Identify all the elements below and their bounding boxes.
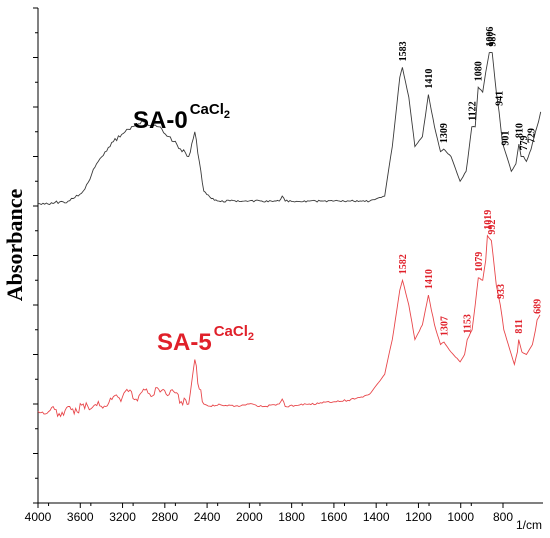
peak-label-729: 729 [527,128,538,143]
x-tick-label: 1200 [405,510,432,524]
plot-axes: 4000 3600 3200 2800 2400 2000 1800 1600 1400 1200… [25,7,543,524]
series-line-sa-0 [37,51,542,206]
x-tick-label: 2800 [151,510,178,524]
x-tick-label: 1000 [447,510,474,524]
x-tick-label: 1800 [278,510,305,524]
peak-label-1410: 1410 [424,69,435,89]
x-tick-label: 2400 [194,510,221,524]
peak-label-992: 992 [487,220,498,235]
peak-label-1410: 1410 [424,269,435,289]
peak-label-1006: 1006 [485,27,496,47]
x-tick-label: 2000 [236,510,263,524]
peak-label-987: 987 [488,32,499,47]
peak-label-1582: 1582 [398,254,409,274]
peak-label-1019: 1019 [483,210,494,230]
series-name-superscript: CaCl [214,323,248,340]
peak-label-689: 689 [533,299,544,314]
peak-label-1583: 1583 [398,41,409,61]
peak-label-1122: 1122 [467,101,478,120]
series-name-base: SA-0 [133,107,188,134]
peak-label-1079: 1079 [474,252,485,272]
series-name-superscript: CaCl [190,101,224,118]
series-line-sa-5 [37,234,541,418]
peak-label-1307: 1307 [440,316,451,336]
peak-label-1309: 1309 [439,123,450,143]
peak-label-811: 811 [514,319,525,333]
peak-label-1153: 1153 [463,314,474,333]
series-name-sa-0: SA-0 CaCl2 [133,101,230,134]
x-axis-unit-label: 1/cm [516,518,542,532]
peak-label-779: 779 [519,136,530,151]
x-tick-label: 3600 [67,510,94,524]
peak-label-1080: 1080 [474,61,485,81]
series-name-subscript: 2 [248,331,254,343]
series-name-sa-5: SA-5 CaCl2 [157,323,254,356]
y-axis-label: Absorbance [2,189,27,302]
x-tick-label: 1400 [363,510,390,524]
peak-label-901: 901 [501,131,512,146]
peak-label-810: 810 [514,123,525,138]
peak-label-933: 933 [496,284,507,299]
series-name-subscript: 2 [224,109,230,121]
series-layer [37,51,542,418]
x-tick-label: 800 [493,510,513,524]
x-tick-label: 1600 [321,510,348,524]
x-tick-label: 4000 [25,510,52,524]
x-tick-label: 3200 [109,510,136,524]
series-name-base: SA-5 [157,329,212,356]
peak-label-941: 941 [495,91,506,106]
